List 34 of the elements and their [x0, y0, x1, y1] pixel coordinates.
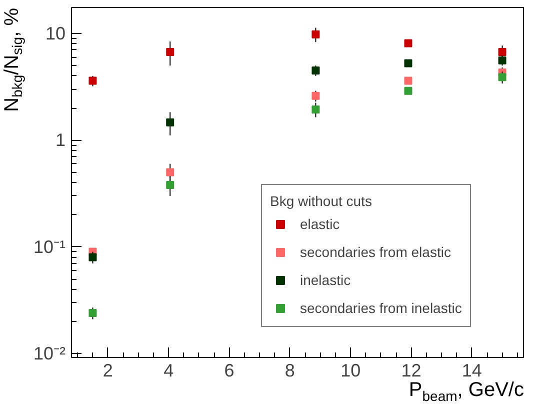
x-axis-title: P$_{beam}$, GeV/c [408, 379, 524, 404]
point [312, 105, 320, 114]
point [166, 118, 174, 126]
point [498, 48, 506, 56]
y-tick-label: 10⁻² [33, 344, 66, 364]
point [166, 168, 174, 176]
point [404, 59, 412, 68]
point [88, 253, 97, 262]
legend-label: elastic [300, 216, 340, 232]
point [166, 181, 174, 190]
point [88, 309, 97, 318]
legend-title: Bkg without cuts [270, 193, 373, 209]
x-tick-label: 2 [102, 360, 113, 380]
point [312, 92, 320, 100]
x-tick-label: 6 [224, 360, 234, 380]
point [88, 76, 97, 85]
point [404, 39, 412, 48]
x-tick-label: 4 [164, 360, 174, 380]
point [498, 73, 506, 82]
x-tick-label: 12 [401, 360, 422, 380]
point [312, 66, 320, 74]
point [404, 76, 412, 85]
point [312, 30, 320, 38]
y-tick-label: 10⁻¹ [33, 236, 66, 257]
y-tick-label: 1 [55, 130, 66, 150]
x-tick-label: 8 [284, 360, 295, 380]
point [404, 86, 412, 95]
point [166, 48, 174, 56]
legend-label: inelastic [300, 272, 351, 288]
y-tick-label: 10 [45, 23, 66, 44]
legend-label: secondaries from elastic [300, 244, 451, 260]
x-tick-label: 10 [340, 360, 361, 380]
legend-label: secondaries from inelastic [300, 300, 462, 316]
x-tick-label: 14 [462, 360, 482, 380]
